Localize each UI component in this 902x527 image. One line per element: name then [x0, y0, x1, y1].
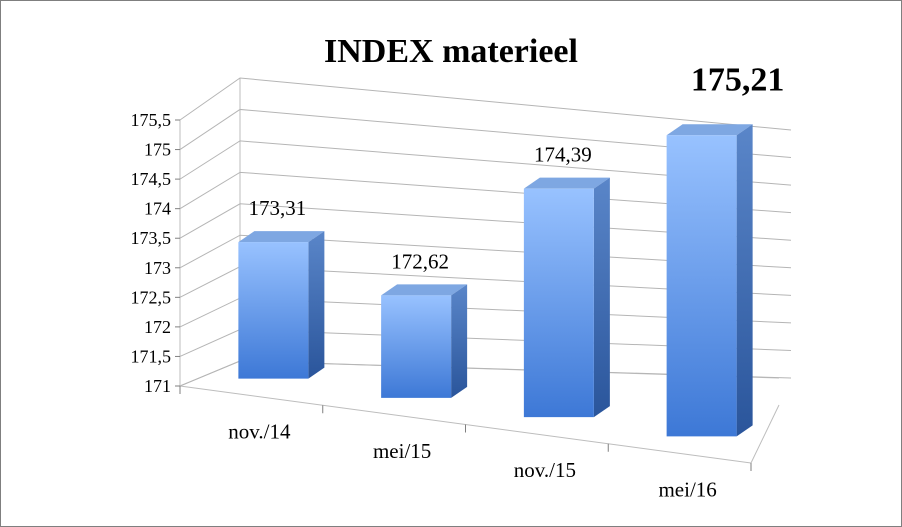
- chart-title: INDEX materieel: [324, 33, 578, 70]
- y-tick-label: 175,5: [131, 110, 172, 130]
- y-axis-ticks: 171 171,5 172 172,5 173 173,5 174 174,5 175 175,5: [131, 110, 180, 396]
- gridline: [179, 77, 792, 131]
- bar-front-face: [523, 188, 594, 418]
- bar-side-face: [308, 231, 325, 379]
- y-tick-label: 171: [144, 376, 171, 396]
- y-tick-label: 173,5: [131, 228, 172, 248]
- y-tick-label: 174,5: [131, 169, 172, 189]
- bars: [238, 124, 753, 437]
- bar-side-face: [593, 177, 610, 418]
- y-tick-label: 172,5: [131, 287, 172, 307]
- x-axis-labels: nov./14 mei/15 nov./15 mei/16: [179, 386, 752, 501]
- bar-top-face: [381, 284, 468, 296]
- bar-side-face: [451, 284, 468, 398]
- y-tick-label: 171,5: [131, 346, 172, 366]
- bar-side-face: [736, 124, 753, 437]
- x-category-label: mei/15: [373, 439, 431, 463]
- bar: [238, 231, 325, 379]
- data-label: 175,21: [691, 61, 785, 98]
- bar-front-face: [381, 295, 452, 398]
- x-category-label: nov./14: [228, 420, 291, 444]
- bar-front-face: [238, 242, 309, 379]
- data-label: 174,39: [534, 143, 592, 167]
- bar-top-face: [238, 231, 325, 243]
- bar: [381, 284, 468, 398]
- y-tick-label: 175: [144, 140, 171, 160]
- data-labels: 173,31 172,62 174,39 175,21: [249, 61, 785, 273]
- y-tick-label: 172: [144, 317, 171, 337]
- bar-front-face: [666, 135, 737, 437]
- y-tick-label: 174: [144, 199, 171, 219]
- gridline: [179, 140, 792, 186]
- data-label: 172,62: [391, 249, 449, 273]
- x-category-label: nov./15: [514, 458, 576, 482]
- bar: [666, 124, 753, 437]
- x-category-label: mei/16: [658, 477, 716, 501]
- data-label: 173,31: [249, 196, 307, 220]
- bar-top-face: [523, 177, 610, 189]
- bar-top-face: [666, 124, 753, 136]
- y-tick-label: 173: [144, 258, 171, 278]
- gridline: [179, 108, 792, 159]
- floor-right-edge: [750, 404, 780, 464]
- bar: [523, 177, 610, 418]
